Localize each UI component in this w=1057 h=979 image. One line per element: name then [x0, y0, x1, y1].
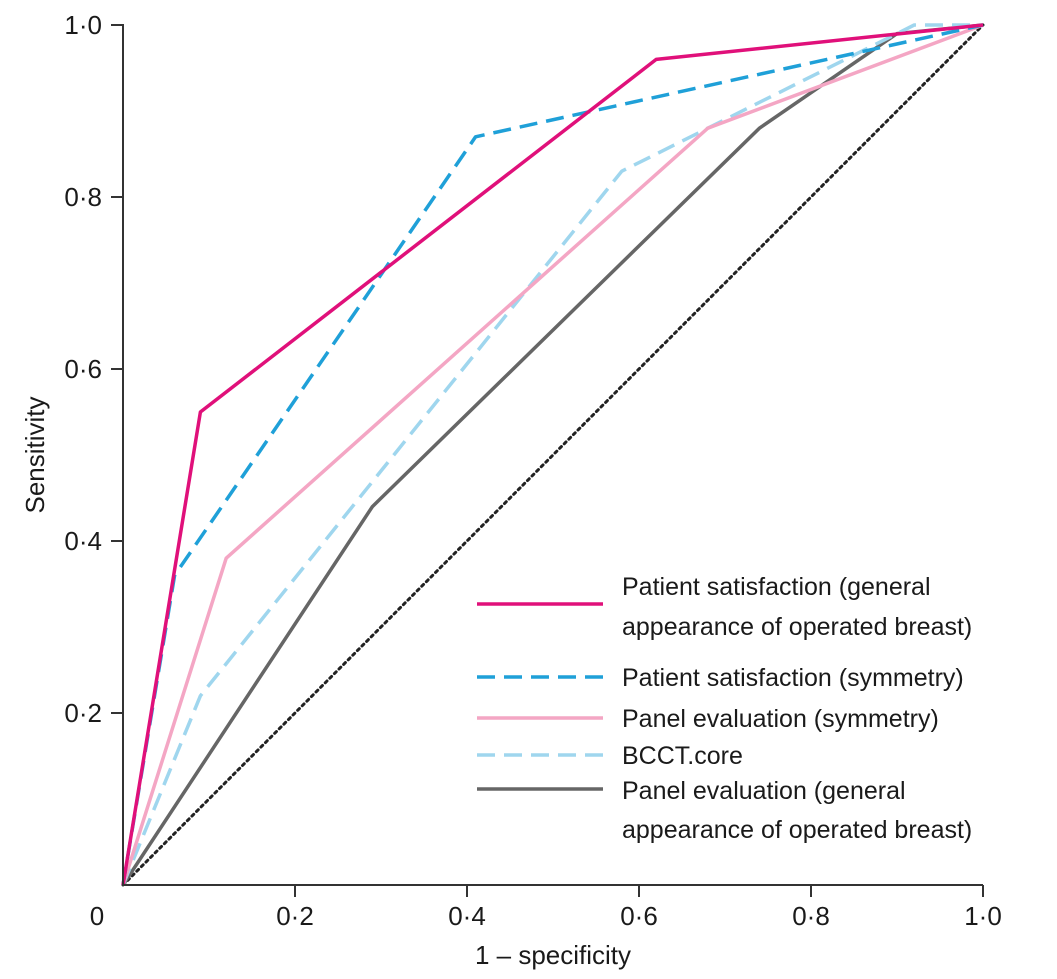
legend-label-patient-satisfaction-symmetry: Patient satisfaction (symmetry) — [622, 664, 964, 692]
series-line-panel-evaluation-symmetry — [121, 23, 984, 886]
y-tick-label: 0·8 — [64, 182, 102, 212]
legend: Patient satisfaction (general appearance … — [477, 573, 972, 844]
x-axis-title: 1 – specificity — [475, 940, 631, 970]
y-tick-label: 0·4 — [64, 526, 102, 556]
series-line-bcct-core — [121, 23, 983, 886]
y-axis-title: Sensitivity — [20, 396, 50, 513]
x-tick-label: 1·0 — [964, 901, 1002, 931]
x-tick-label: 0·2 — [276, 901, 314, 931]
legend-label-panel-evaluation-general-appearance-of-operated-breast: appearance of operated breast) — [622, 816, 972, 844]
series-line-patient-satisfaction-general-appearance-of-operated-breast — [121, 23, 984, 886]
x-tick-label: 0·6 — [620, 901, 658, 931]
y-tick-label: 0·2 — [64, 698, 102, 728]
legend-label-panel-evaluation-general-appearance-of-operated-breast: Panel evaluation (general — [622, 777, 906, 805]
y-tick-label: 0·6 — [64, 354, 102, 384]
x-tick-label: 0·8 — [792, 901, 830, 931]
chance-diagonal-line — [121, 23, 985, 887]
legend-label-panel-evaluation-symmetry: Panel evaluation (symmetry) — [622, 705, 939, 733]
y-tick-label: 1·0 — [64, 10, 102, 40]
legend-label-bcct-core: BCCT.core — [622, 742, 743, 770]
series-line-patient-satisfaction-symmetry — [121, 23, 984, 886]
legend-label-patient-satisfaction-general-appearance-of-operated-breast: Patient satisfaction (general — [622, 573, 931, 601]
x-tick-label: 0·4 — [448, 901, 486, 931]
legend-label-patient-satisfaction-general-appearance-of-operated-breast: appearance of operated breast) — [622, 613, 972, 641]
plot-lines — [121, 23, 985, 887]
axes: 0 0·2 0·4 0·6 0·8 1·0 0·2 0·4 0·6 0·8 1·0 — [64, 10, 1001, 931]
x-tick-label: 0 — [90, 901, 104, 931]
